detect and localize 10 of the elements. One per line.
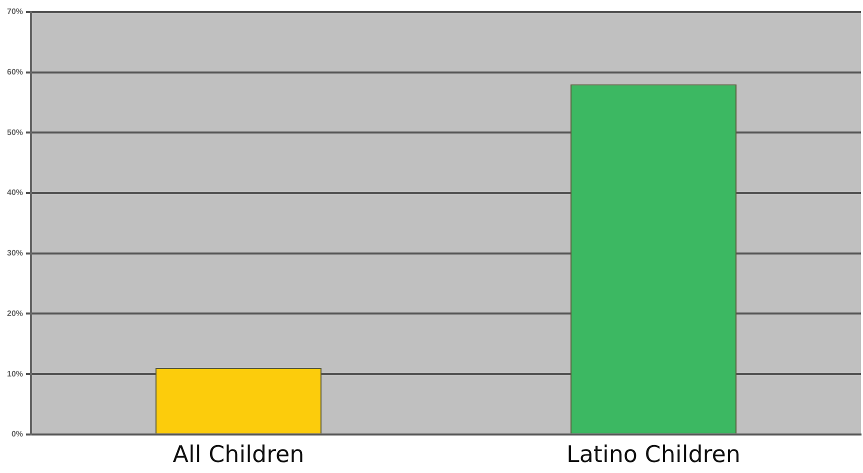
y-tick-label: 50%	[6, 128, 24, 137]
y-tick-label: 0%	[11, 430, 24, 439]
x-tick-label: All Children	[172, 442, 304, 468]
y-tick-label: 20%	[6, 308, 24, 318]
y-tick-label: 10%	[6, 369, 24, 378]
y-tick-label: 60%	[6, 68, 24, 77]
y-tick-label: 40%	[6, 188, 24, 198]
y-tick-label: 30%	[6, 248, 24, 258]
y-tick-label: 70%	[6, 7, 24, 16]
x-tick-label: Latino Children	[566, 442, 740, 468]
